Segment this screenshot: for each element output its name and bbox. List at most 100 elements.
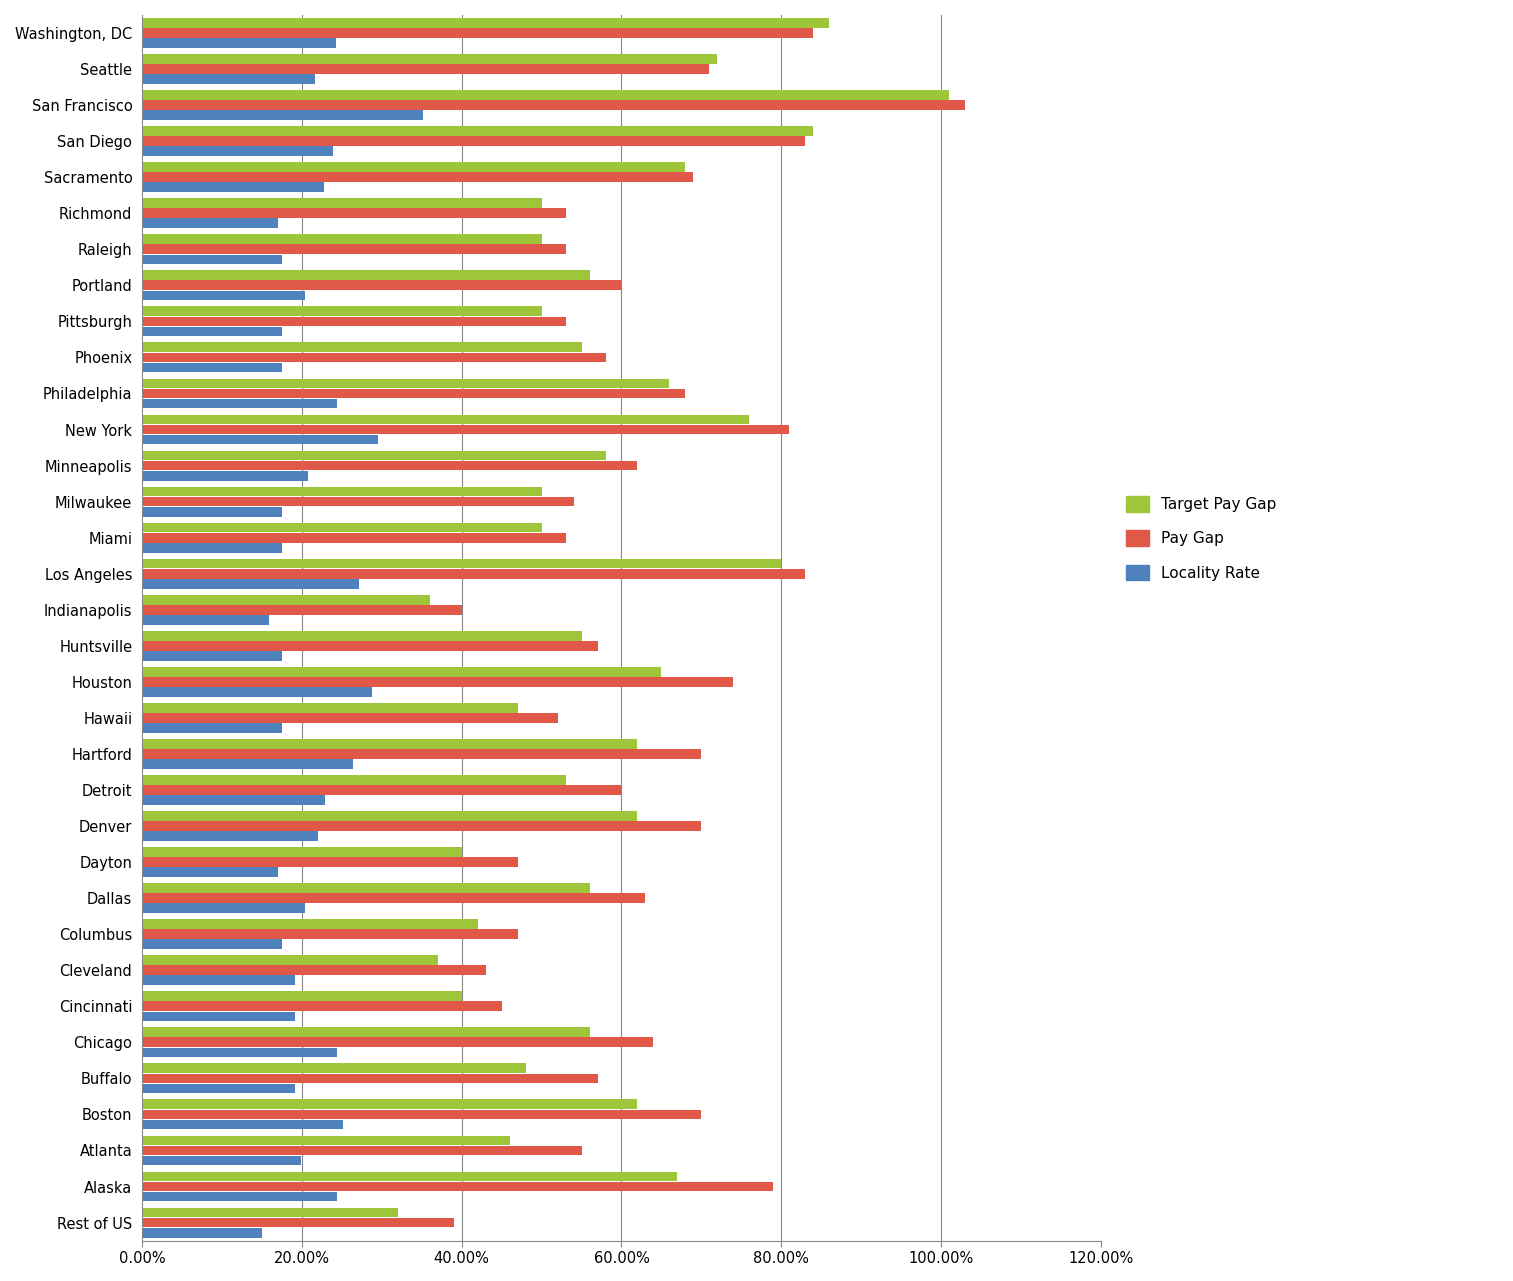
Bar (142, 929, 517, 939)
Bar (142, 136, 805, 146)
Bar (142, 1002, 502, 1011)
Bar (142, 579, 359, 589)
Bar (142, 209, 566, 218)
Bar (142, 1181, 773, 1191)
Bar (142, 1038, 654, 1047)
Bar (142, 939, 281, 949)
Bar (142, 1012, 295, 1021)
Bar (142, 533, 566, 543)
Bar (142, 1218, 454, 1227)
Bar (142, 507, 281, 516)
Bar (142, 966, 486, 975)
Bar (142, 146, 333, 156)
Bar (142, 714, 558, 722)
Bar (142, 1227, 262, 1237)
Bar (142, 883, 590, 893)
Bar (142, 749, 702, 758)
Bar (142, 630, 581, 640)
Bar (142, 110, 424, 120)
Bar (142, 559, 781, 569)
Bar (142, 38, 336, 47)
Bar (142, 785, 622, 796)
Bar (142, 1048, 337, 1057)
Bar (142, 569, 805, 579)
Bar (142, 703, 517, 712)
Bar (142, 434, 378, 445)
Bar (142, 306, 542, 316)
Bar (142, 352, 605, 363)
Bar (142, 523, 542, 533)
Bar (142, 594, 430, 605)
Bar (142, 90, 949, 100)
Bar (142, 1027, 590, 1038)
Bar (142, 497, 573, 506)
Bar (142, 363, 281, 373)
Bar (142, 956, 437, 965)
Bar (142, 182, 324, 192)
Bar (142, 327, 281, 337)
Bar (142, 821, 702, 831)
Bar (142, 245, 566, 254)
Bar (142, 1099, 637, 1109)
Bar (142, 255, 281, 264)
Bar (142, 893, 646, 903)
Bar (142, 1084, 295, 1093)
Bar (142, 847, 461, 857)
Bar (142, 270, 590, 281)
Bar (142, 1073, 598, 1084)
Bar (142, 415, 749, 424)
Bar (142, 219, 278, 228)
Bar (142, 676, 734, 687)
Bar (142, 903, 306, 913)
Bar (142, 1155, 301, 1166)
Bar (142, 398, 337, 409)
Bar (142, 667, 661, 676)
Bar (142, 640, 598, 651)
Bar (142, 1208, 398, 1217)
Bar (142, 796, 325, 804)
Bar (142, 163, 685, 172)
Bar (142, 291, 306, 300)
Bar (142, 425, 790, 434)
Bar (142, 605, 461, 615)
Bar (142, 18, 829, 28)
Bar (142, 651, 281, 661)
Bar (142, 74, 315, 85)
Bar (142, 991, 461, 1000)
Bar (142, 342, 581, 352)
Bar (142, 127, 814, 136)
Bar (142, 811, 637, 821)
Bar (142, 775, 566, 785)
Bar (142, 316, 566, 327)
Bar (142, 867, 278, 877)
Bar (142, 724, 281, 733)
Bar (142, 760, 353, 769)
Bar (142, 1109, 702, 1120)
Bar (142, 471, 307, 480)
Bar (142, 831, 318, 842)
Bar (142, 28, 814, 38)
Bar (142, 920, 478, 929)
Bar (142, 739, 637, 748)
Bar (142, 451, 605, 460)
Bar (142, 487, 542, 497)
Bar (142, 378, 669, 388)
Bar (142, 100, 965, 110)
Bar (142, 1135, 510, 1145)
Bar (142, 388, 685, 398)
Bar (142, 543, 281, 552)
Bar (142, 857, 517, 867)
Bar (142, 199, 542, 208)
Bar (142, 234, 542, 245)
Bar (142, 173, 693, 182)
Bar (142, 461, 637, 470)
Legend: Target Pay Gap, Pay Gap, Locality Rate: Target Pay Gap, Pay Gap, Locality Rate (1118, 488, 1285, 588)
Bar (142, 64, 710, 74)
Bar (142, 615, 269, 625)
Bar (142, 687, 372, 697)
Bar (142, 1191, 337, 1202)
Bar (142, 1172, 678, 1181)
Bar (142, 1063, 525, 1073)
Bar (142, 1120, 343, 1130)
Bar (142, 975, 295, 985)
